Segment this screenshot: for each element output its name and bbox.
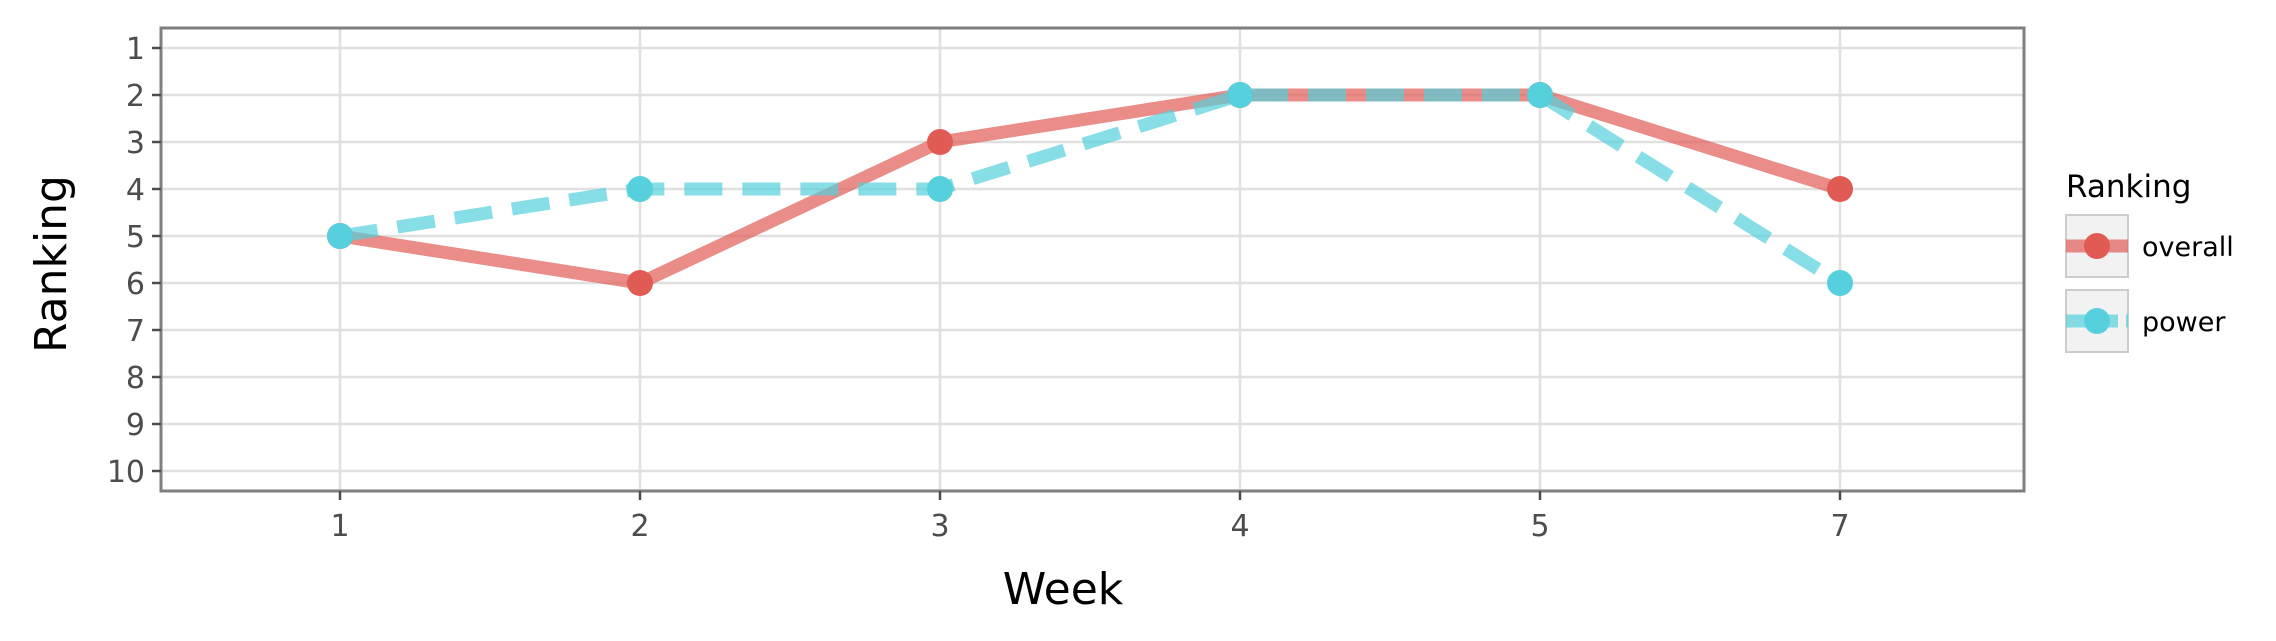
y-tick-label: 4 bbox=[126, 173, 145, 208]
data-point-power bbox=[627, 176, 653, 202]
legend-items: overall power bbox=[2065, 214, 2234, 353]
legend-key-marker bbox=[2084, 233, 2110, 259]
legend-title: Ranking bbox=[2066, 169, 2191, 205]
x-tick-label: 4 bbox=[1230, 509, 1249, 544]
x-tick-label: 5 bbox=[1530, 509, 1549, 544]
data-point-overall bbox=[627, 270, 653, 296]
legend-label: overall bbox=[2142, 232, 2234, 263]
data-point-overall bbox=[927, 129, 953, 155]
y-tick-label: 8 bbox=[126, 361, 145, 396]
y-tick-label: 5 bbox=[126, 220, 145, 255]
data-point-overall bbox=[1827, 176, 1853, 202]
data-point-power bbox=[927, 176, 953, 202]
y-tick-label: 9 bbox=[126, 408, 145, 443]
y-tick-label: 2 bbox=[126, 79, 145, 114]
axes-layer: 1 2 3 4 5 6 7 8 9 10 1 2 3 4 5 7 bbox=[107, 32, 1850, 544]
plot-panel-border bbox=[159, 26, 2026, 493]
y-tick-label: 7 bbox=[126, 314, 145, 349]
x-tick-label: 3 bbox=[930, 509, 949, 544]
y-tick-label: 10 bbox=[107, 455, 145, 490]
legend-item-power: power bbox=[2065, 289, 2226, 353]
legend-item-overall: overall bbox=[2065, 214, 2234, 278]
x-tick-label: 1 bbox=[330, 509, 349, 544]
series-layer bbox=[327, 82, 1853, 296]
y-tick-label: 1 bbox=[126, 32, 145, 67]
legend-key-marker bbox=[2084, 308, 2110, 334]
data-point-power bbox=[1827, 270, 1853, 296]
y-tick-label: 3 bbox=[126, 126, 145, 161]
y-tick-label: 6 bbox=[126, 267, 145, 302]
legend-label: power bbox=[2142, 307, 2226, 338]
data-point-power bbox=[1227, 82, 1253, 108]
x-tick-label: 7 bbox=[1830, 509, 1849, 544]
x-axis-title: Week bbox=[1003, 564, 1124, 615]
series-line-overall bbox=[338, 88, 1842, 290]
x-tick-label: 2 bbox=[630, 509, 649, 544]
grid-layer bbox=[161, 28, 2024, 491]
data-point-power bbox=[327, 223, 353, 249]
legend: Ranking overall power bbox=[2065, 169, 2234, 353]
data-point-power bbox=[1527, 82, 1553, 108]
series-line-power bbox=[338, 88, 1844, 289]
y-axis-title: Ranking bbox=[26, 175, 77, 353]
